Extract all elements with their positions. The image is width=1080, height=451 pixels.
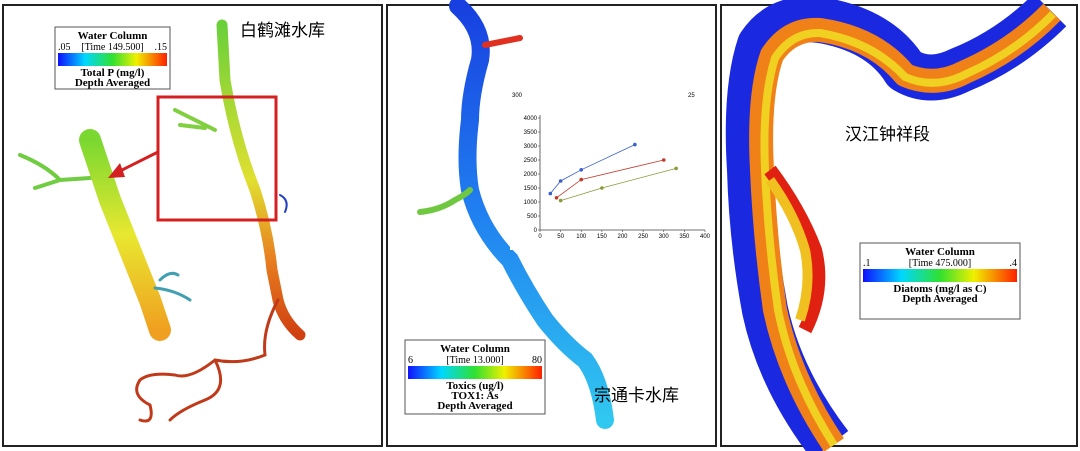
y-tick-label: 3500 [524, 130, 538, 136]
legend-note: Depth Averaged [437, 400, 512, 412]
x-tick-label: 150 [597, 234, 608, 240]
highlight-box [156, 95, 278, 222]
site-label: 宗通卡水库 [594, 386, 679, 406]
legend-sub: TOX1: As [451, 390, 499, 402]
color-bar [863, 269, 1017, 282]
legend-time: [Time 13.000] [446, 355, 503, 366]
legend-variable: Diatoms (mg/l as C) [893, 283, 987, 295]
legend-variable: Total P (mg/l) [81, 67, 145, 79]
fit-line [550, 144, 636, 194]
legend-min: .05 [58, 42, 71, 53]
panel-frame [2, 4, 383, 447]
y-tick-label: 1500 [524, 186, 538, 192]
x-tick-label: 50 [557, 234, 564, 240]
arrow [117, 150, 159, 174]
data-point [579, 177, 584, 182]
legend: Water Column[Time 475.000] .1 .4 Diatoms (m… [859, 242, 1021, 320]
inset-label: 300 [512, 93, 523, 99]
legend: Water Column[Time 149.500] .05 .15 Total P … [54, 26, 171, 90]
site-label: 白鹤滩水库 [240, 21, 325, 41]
river-map [725, 0, 1067, 451]
data-point [554, 196, 559, 200]
legend-max: .4 [1010, 258, 1018, 269]
y-tick-label: 4000 [524, 116, 538, 122]
inset-label: 25 [688, 93, 695, 99]
y-tick-label: 3000 [524, 144, 538, 150]
legend-title: Water Column [440, 343, 510, 355]
legend-time: [Time 475.000] [909, 258, 971, 269]
data-point [600, 186, 604, 190]
legend-note: Depth Averaged [75, 77, 150, 89]
legend-note: Depth Averaged [902, 293, 977, 305]
legend: Water Column[Time 13.000] 6 80 Toxics (ug/l… [404, 339, 546, 415]
data-point [548, 191, 553, 196]
y-tick-label: 0 [534, 228, 538, 234]
data-point [633, 142, 637, 147]
color-bar [58, 53, 167, 66]
river-map [18, 19, 306, 423]
data-point [674, 166, 678, 171]
x-tick-label: 200 [617, 234, 628, 240]
x-tick-label: 250 [638, 234, 649, 240]
data-point [558, 179, 563, 183]
legend-title: Water Column [78, 30, 148, 42]
legend-title: Water Column [905, 246, 975, 258]
panel-frame [720, 4, 1078, 447]
legend-variable: Toxics (ug/l) [446, 380, 504, 392]
y-tick-label: 2000 [524, 172, 538, 178]
x-tick-label: 350 [679, 234, 690, 240]
x-tick-label: 300 [659, 234, 670, 240]
data-point [558, 198, 563, 203]
river-map [417, 0, 614, 429]
x-tick-label: 0 [538, 234, 542, 240]
panel-frame [386, 4, 717, 447]
inset-chart [510, 85, 712, 250]
site-label: 汉江钟祥段 [845, 125, 930, 145]
y-tick-label: 1000 [524, 200, 538, 206]
data-point [661, 158, 666, 162]
y-tick-label: 2500 [524, 158, 538, 164]
color-bar [408, 366, 542, 379]
legend-max: .15 [155, 42, 168, 53]
x-tick-label: 100 [576, 234, 587, 240]
legend-min: 6 [408, 355, 413, 366]
data-point [579, 168, 584, 172]
legend-min: .1 [863, 258, 871, 269]
legend-time: [Time 149.500] [81, 42, 143, 53]
x-tick-label: 400 [700, 234, 711, 240]
legend-max: 80 [532, 355, 542, 366]
y-tick-label: 500 [527, 214, 538, 220]
arrow-head [108, 163, 125, 178]
